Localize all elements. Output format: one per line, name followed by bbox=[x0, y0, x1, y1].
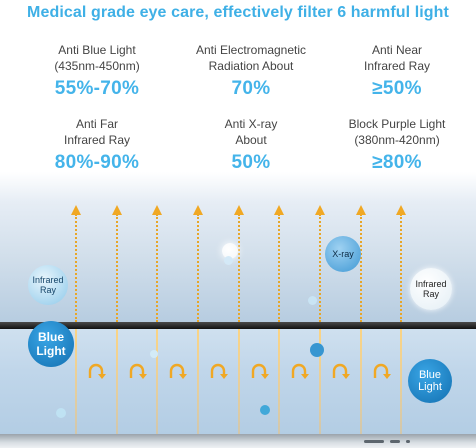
u-turn-arrow-icon bbox=[210, 363, 228, 379]
stat-name-line1: Block Purple Light bbox=[348, 117, 446, 131]
arrow-up-icon bbox=[112, 205, 122, 215]
particle-dot bbox=[308, 296, 317, 305]
stat-name-line2: Infrared Ray bbox=[63, 133, 131, 147]
stat-name-line1: Anti X-ray bbox=[224, 117, 278, 131]
u-turn-arrow-icon bbox=[291, 363, 309, 379]
stat-block-purple-light: Block Purple Light (380nm-420nm) ≥80% bbox=[318, 116, 476, 174]
light-path bbox=[75, 329, 77, 434]
bubble-label-line1: Blue bbox=[418, 369, 441, 381]
stat-name-line1: Anti Near bbox=[371, 43, 423, 57]
infrared-ray-bubble: Infrared Ray bbox=[410, 268, 452, 310]
light-beam bbox=[360, 214, 362, 322]
u-turn-arrow-icon bbox=[169, 363, 187, 379]
bubble-label-line2: Ray bbox=[422, 289, 439, 299]
light-beam bbox=[278, 214, 280, 322]
light-beam bbox=[197, 214, 199, 322]
particle-dot bbox=[224, 256, 233, 265]
light-path bbox=[116, 329, 118, 434]
arrow-up-icon bbox=[274, 205, 284, 215]
stat-name-line2: (380nm-420nm) bbox=[354, 133, 440, 147]
arrow-up-icon bbox=[234, 205, 244, 215]
particle-dot bbox=[222, 243, 238, 259]
arrow-up-icon bbox=[152, 205, 162, 215]
bubble-label-line1: Blue bbox=[37, 330, 64, 344]
bubble-label-line2: Light bbox=[418, 381, 442, 393]
device-port bbox=[364, 440, 384, 443]
particle-dot bbox=[310, 343, 324, 357]
bubble-label-line2: Light bbox=[36, 344, 66, 358]
blue-light-bubble: Blue Light bbox=[28, 321, 74, 367]
light-path bbox=[197, 329, 199, 434]
particle-dot bbox=[150, 350, 158, 358]
light-beam bbox=[75, 214, 77, 322]
u-turn-arrow-icon bbox=[332, 363, 350, 379]
light-path bbox=[278, 329, 280, 434]
u-turn-arrow-icon bbox=[251, 363, 269, 379]
particle-dot bbox=[56, 408, 66, 418]
stat-anti-electromagnetic: Anti Electromagnetic Radiation About 70% bbox=[172, 42, 330, 100]
u-turn-arrow-icon bbox=[373, 363, 391, 379]
light-beam bbox=[156, 214, 158, 322]
stat-name-line1: Anti Electromagnetic bbox=[195, 43, 307, 57]
device-port bbox=[406, 440, 410, 443]
bubble-label-line1: Infrared bbox=[32, 275, 64, 285]
stat-value: 55%-70% bbox=[54, 78, 140, 99]
stat-value: 70% bbox=[231, 78, 271, 99]
arrow-up-icon bbox=[396, 205, 406, 215]
stat-name-line2: Radiation About bbox=[208, 59, 294, 73]
light-path bbox=[360, 329, 362, 434]
bubble-label-line2: Ray bbox=[39, 285, 56, 295]
stat-name-line2: (435nm-450nm) bbox=[54, 59, 140, 73]
device-body bbox=[0, 434, 476, 448]
stat-anti-blue-light: Anti Blue Light (435nm-450nm) 55%-70% bbox=[18, 42, 176, 100]
arrow-up-icon bbox=[193, 205, 203, 215]
stat-name-line2: About bbox=[235, 133, 267, 147]
light-path bbox=[156, 329, 158, 434]
infrared-ray-bubble: Infrared Ray bbox=[28, 265, 68, 305]
filter-layer bbox=[0, 322, 476, 329]
stat-anti-x-ray: Anti X-ray About 50% bbox=[172, 116, 330, 174]
light-path bbox=[238, 329, 240, 434]
particle-dot bbox=[260, 405, 270, 415]
arrow-up-icon bbox=[356, 205, 366, 215]
light-beam bbox=[116, 214, 118, 322]
x-ray-bubble: X-ray bbox=[325, 236, 361, 272]
arrow-up-icon bbox=[315, 205, 325, 215]
stat-value: 50% bbox=[231, 152, 271, 173]
stat-name-line2: Infrared Ray bbox=[363, 59, 431, 73]
u-turn-arrow-icon bbox=[88, 363, 106, 379]
blue-light-bubble: Blue Light bbox=[408, 359, 452, 403]
light-beam bbox=[238, 214, 240, 322]
light-path bbox=[400, 329, 402, 434]
stat-value: 80%-90% bbox=[54, 152, 140, 173]
light-beam bbox=[400, 214, 402, 322]
bubble-label-line1: Infrared bbox=[415, 279, 447, 289]
stat-anti-near-infrared: Anti Near Infrared Ray ≥50% bbox=[318, 42, 476, 100]
stat-anti-far-infrared: Anti Far Infrared Ray 80%-90% bbox=[18, 116, 176, 174]
stat-name-line1: Anti Far bbox=[75, 117, 118, 131]
arrow-up-icon bbox=[71, 205, 81, 215]
stat-value: ≥50% bbox=[372, 78, 422, 99]
device-port bbox=[390, 440, 400, 443]
light-beam bbox=[319, 214, 321, 322]
bubble-label-line1: X-ray bbox=[332, 249, 354, 259]
filter-illustration: Infrared Ray Infrared Ray X-ray Blue Lig… bbox=[0, 172, 476, 448]
stat-value: ≥80% bbox=[372, 152, 422, 173]
stat-name-line1: Anti Blue Light bbox=[58, 43, 136, 57]
light-path bbox=[319, 329, 321, 434]
u-turn-arrow-icon bbox=[129, 363, 147, 379]
headline: Medical grade eye care, effectively filt… bbox=[27, 4, 449, 21]
